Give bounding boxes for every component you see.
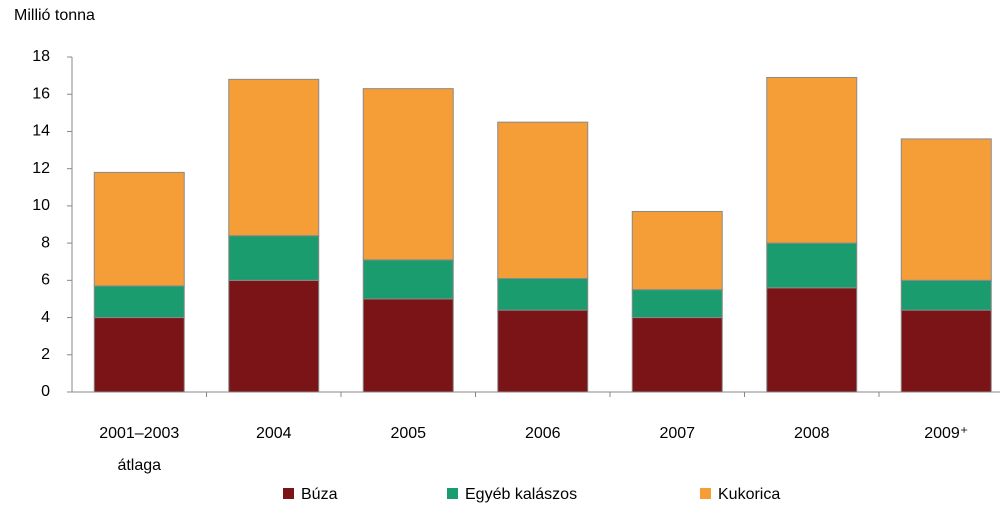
y-tick-label: 10 xyxy=(32,197,50,214)
bar-segment xyxy=(766,242,858,289)
bar-segment xyxy=(766,76,858,244)
legend-swatch xyxy=(700,488,711,499)
bar-segment xyxy=(631,289,723,319)
bar-segment xyxy=(497,121,589,279)
x-tick-label: 2009⁺ xyxy=(924,425,969,442)
y-tick-label: 12 xyxy=(32,160,50,177)
x-tick-label: 2005 xyxy=(390,425,427,442)
bar-segment xyxy=(631,210,723,291)
bar-segment xyxy=(93,171,185,287)
y-tick-label: 16 xyxy=(32,85,50,102)
legend-label: Kukorica xyxy=(718,486,780,503)
y-axis-label: Millió tonna xyxy=(14,7,95,24)
bar-segment xyxy=(900,279,992,311)
bar-segment xyxy=(497,277,589,311)
x-tick-label: 2007 xyxy=(659,425,696,442)
bar-segment xyxy=(362,298,454,393)
x-tick-label: 2004 xyxy=(255,425,292,442)
bar-segment xyxy=(766,287,858,393)
y-tick-label: 6 xyxy=(41,272,50,289)
legend-swatch xyxy=(447,488,458,499)
y-tick-label: 0 xyxy=(41,383,50,400)
legend-label: Egyéb kalászos xyxy=(465,486,577,503)
x-tick-label: 2008 xyxy=(793,425,830,442)
bar-segment xyxy=(362,259,454,300)
bar-segment xyxy=(900,309,992,393)
y-tick-label: 4 xyxy=(41,309,50,326)
y-tick-label: 14 xyxy=(32,123,50,140)
bar-segment xyxy=(631,317,723,393)
bar-segment xyxy=(228,235,320,281)
bar-segment xyxy=(93,285,185,319)
legend-swatch xyxy=(283,488,294,499)
bar-segment xyxy=(228,78,320,237)
bar-segment xyxy=(900,138,992,281)
y-tick-label: 2 xyxy=(41,346,50,363)
bar-segment xyxy=(362,88,454,261)
bar-segment xyxy=(228,279,320,393)
bar-segment xyxy=(93,317,185,393)
y-tick-label: 18 xyxy=(32,48,50,65)
legend-label: Búza xyxy=(301,486,338,503)
x-tick-label: 2006 xyxy=(524,425,561,442)
y-tick-label: 8 xyxy=(41,234,50,251)
bar-segment xyxy=(497,309,589,393)
x-tick-label: 2001–2003 átlaga xyxy=(99,425,180,474)
